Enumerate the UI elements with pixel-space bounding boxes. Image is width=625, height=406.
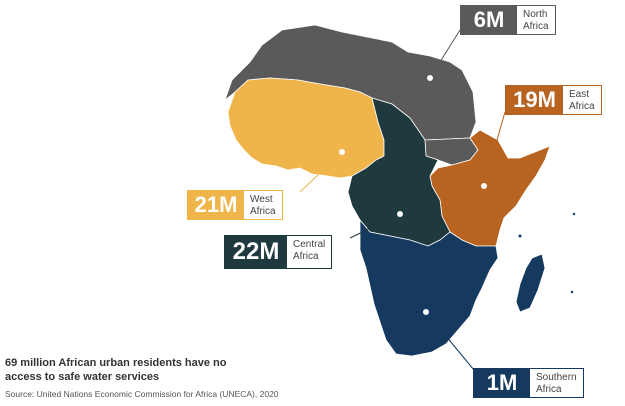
region-southern-africa: [359, 218, 499, 357]
leader-line-central: [349, 213, 401, 239]
island-dot: [518, 234, 522, 238]
marker-north: [427, 75, 433, 81]
island-dot: [572, 212, 576, 216]
madagascar: [515, 253, 546, 313]
callout-label: Central Africa: [287, 236, 332, 268]
callout-label: East Africa: [563, 86, 601, 114]
callout-label: Southern Africa: [530, 369, 583, 397]
leader-line-north: [429, 29, 461, 79]
headline: 69 million African urban residents have …: [5, 357, 227, 383]
callout-label: West Africa: [244, 191, 282, 219]
marker-central: [397, 211, 403, 217]
region-west-africa: [227, 77, 385, 179]
marker-south: [423, 309, 429, 315]
callout-value: 21M: [188, 191, 244, 219]
leader-line-west: [299, 151, 343, 193]
callout-east-africa: 19M East Africa: [505, 85, 602, 115]
region-east-africa: [429, 129, 551, 247]
callout-value: 19M: [506, 86, 563, 114]
callout-north-africa: 6M North Africa: [460, 5, 556, 35]
marker-east: [481, 183, 487, 189]
callout-southern-africa: 1M Southern Africa: [473, 368, 584, 398]
callout-label: North Africa: [517, 6, 555, 34]
callout-central-africa: 22M Central Africa: [224, 235, 333, 269]
leader-line-south: [425, 311, 475, 371]
leader-line-east: [483, 111, 506, 187]
island-dot: [570, 290, 574, 294]
callout-value: 22M: [225, 236, 287, 268]
marker-west: [339, 149, 345, 155]
callout-west-africa: 21M West Africa: [187, 190, 283, 220]
callout-value: 6M: [461, 6, 517, 34]
source-note: Source: United Nations Economic Commissi…: [5, 389, 279, 399]
callout-value: 1M: [474, 369, 530, 397]
